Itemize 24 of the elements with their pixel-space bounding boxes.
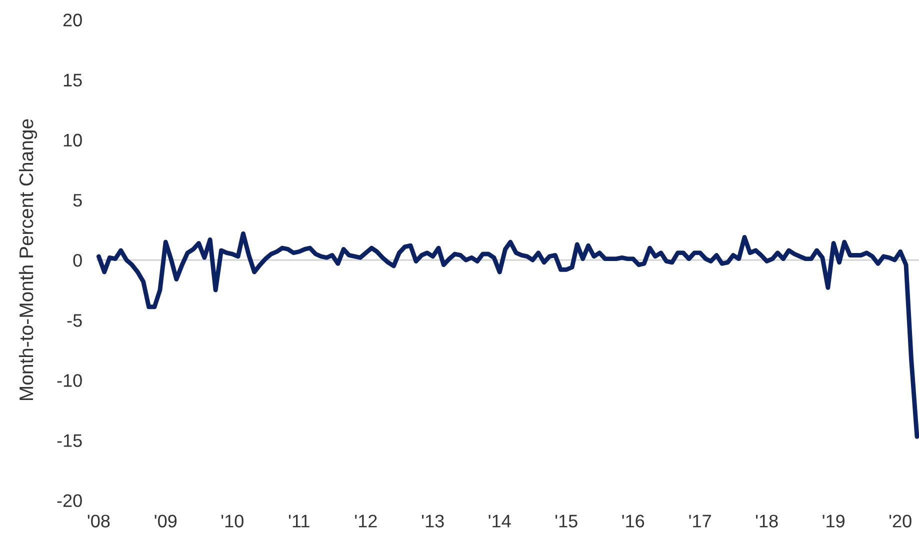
x-tick-label: '16 [622, 514, 644, 528]
x-tick-label: '19 [822, 514, 844, 528]
y-tick-label: -20 [57, 494, 82, 508]
y-tick-label: 0 [73, 254, 82, 267]
x-tick-label: '10 [222, 514, 244, 528]
x-tick-label: '12 [355, 514, 377, 528]
x-tick-label: '14 [488, 514, 511, 528]
y-tick-label: 5 [73, 194, 82, 207]
y-tick-label: 15 [64, 74, 82, 87]
x-tick-label: '18 [756, 514, 778, 528]
x-tick-label: '09 [154, 514, 177, 528]
x-tick-label: '08 [88, 514, 110, 528]
y-tick-label: -5 [67, 314, 82, 327]
line-series [96, 231, 919, 439]
x-tick-label: '17 [689, 514, 711, 528]
y-tick-label: 20 [63, 14, 82, 26]
y-axis-title: Month-to-Month Percent Change [18, 119, 38, 400]
y-tick-label: -10 [57, 374, 82, 387]
y-tick-label: 10 [64, 134, 82, 147]
y-tick-label: -15 [57, 434, 82, 447]
x-tick-label: '11 [288, 514, 310, 528]
x-tick-label: '20 [889, 514, 912, 528]
x-tick-label: '15 [556, 514, 578, 528]
x-tick-label: '13 [422, 514, 444, 528]
